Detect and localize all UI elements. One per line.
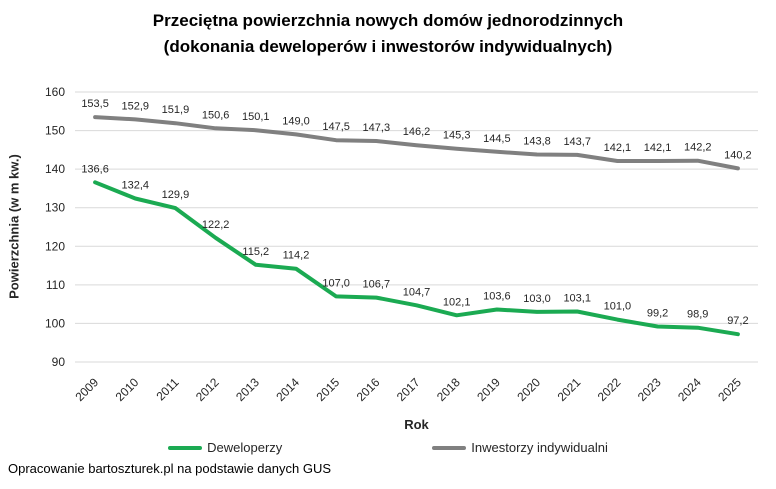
data-label: 98,9 xyxy=(687,309,708,321)
x-tick-label: 2016 xyxy=(354,375,383,404)
legend-line-sample-icon xyxy=(168,445,203,450)
legend-label: Deweloperzy xyxy=(207,440,283,455)
data-label: 151,9 xyxy=(162,104,190,116)
data-label: 152,9 xyxy=(121,100,149,112)
data-label: 101,0 xyxy=(604,301,632,313)
data-label: 146,2 xyxy=(403,126,431,138)
series-line xyxy=(93,115,740,171)
y-tick-label: 150 xyxy=(45,124,65,138)
data-label: 97,2 xyxy=(727,315,748,327)
data-label: 106,7 xyxy=(363,279,391,291)
data-label: 142,1 xyxy=(644,142,672,154)
data-label: 142,1 xyxy=(604,142,632,154)
chart-title-line2: (dokonania deweloperów i inwestorów indy… xyxy=(163,37,613,56)
data-label: 150,6 xyxy=(202,109,230,121)
y-tick-label: 140 xyxy=(45,162,65,176)
data-label: 102,1 xyxy=(443,296,471,308)
legend-item-inwestorzy: Inwestorzy indywidualni xyxy=(432,440,608,455)
data-label: 114,2 xyxy=(283,250,310,262)
data-label: 107,0 xyxy=(322,277,350,289)
y-tick-label: 90 xyxy=(52,355,66,369)
y-tick-label: 110 xyxy=(46,278,65,292)
legend-line-sample-icon xyxy=(432,445,467,450)
chart-title: Przeciętna powierzchnia nowych domów jed… xyxy=(0,8,776,60)
data-label: 140,2 xyxy=(724,149,752,161)
data-label: 147,3 xyxy=(363,122,391,134)
y-tick-label: 120 xyxy=(45,239,65,253)
legend-item-deweloperzy: Deweloperzy xyxy=(168,440,282,455)
x-tick-label: 2020 xyxy=(514,375,543,404)
x-tick-label: 2024 xyxy=(675,375,704,404)
data-label: 136,6 xyxy=(81,163,109,175)
x-tick-label: 2013 xyxy=(233,375,262,404)
data-label: 142,2 xyxy=(684,142,712,154)
data-label: 147,5 xyxy=(322,121,350,133)
data-label: 143,7 xyxy=(563,136,591,148)
x-tick-label: 2023 xyxy=(635,375,664,404)
y-tick-label: 100 xyxy=(45,316,65,330)
data-label: 149,0 xyxy=(282,115,310,127)
series-line xyxy=(93,180,740,337)
x-tick-label: 2021 xyxy=(555,375,584,404)
y-tick-label: 160 xyxy=(45,85,65,99)
data-label: 153,5 xyxy=(81,98,109,110)
data-label: 103,1 xyxy=(563,292,591,304)
legend: Deweloperzy Inwestorzy indywidualni xyxy=(0,440,776,455)
data-label: 103,6 xyxy=(483,291,511,303)
y-axis-title: Powierzchnia (w m kw.) xyxy=(6,154,22,299)
y-tick-label: 130 xyxy=(45,201,65,215)
data-label: 143,8 xyxy=(523,135,551,147)
data-label: 144,5 xyxy=(483,133,511,145)
x-tick-label: 2017 xyxy=(394,375,423,404)
chart-title-line1: Przeciętna powierzchnia nowych domów jed… xyxy=(152,11,624,30)
x-tick-label: 2022 xyxy=(595,375,624,404)
data-label: 145,3 xyxy=(443,130,471,142)
x-tick-label: 2011 xyxy=(153,375,181,403)
data-label: 115,2 xyxy=(242,246,269,258)
x-tick-label: 2009 xyxy=(72,375,101,404)
x-tick-label: 2010 xyxy=(113,375,142,404)
data-label: 129,9 xyxy=(162,189,190,201)
x-tick-label: 2018 xyxy=(434,375,463,404)
legend-label: Inwestorzy indywidualni xyxy=(471,440,608,455)
data-label: 122,2 xyxy=(202,219,230,231)
data-label: 132,4 xyxy=(121,179,149,191)
data-label: 150,1 xyxy=(242,111,270,123)
data-label: 103,0 xyxy=(523,293,551,305)
data-label: 104,7 xyxy=(403,286,431,298)
x-tick-label: 2019 xyxy=(474,375,503,404)
source-note: Opracowanie bartoszturek.pl na podstawie… xyxy=(8,461,332,476)
x-tick-label: 2012 xyxy=(193,375,222,404)
x-tick-label: 2015 xyxy=(313,375,342,404)
data-label: 99,2 xyxy=(647,308,668,320)
x-tick-label: 2014 xyxy=(273,375,302,404)
x-tick-label: 2025 xyxy=(715,375,744,404)
x-axis-title: Rok xyxy=(404,417,429,432)
